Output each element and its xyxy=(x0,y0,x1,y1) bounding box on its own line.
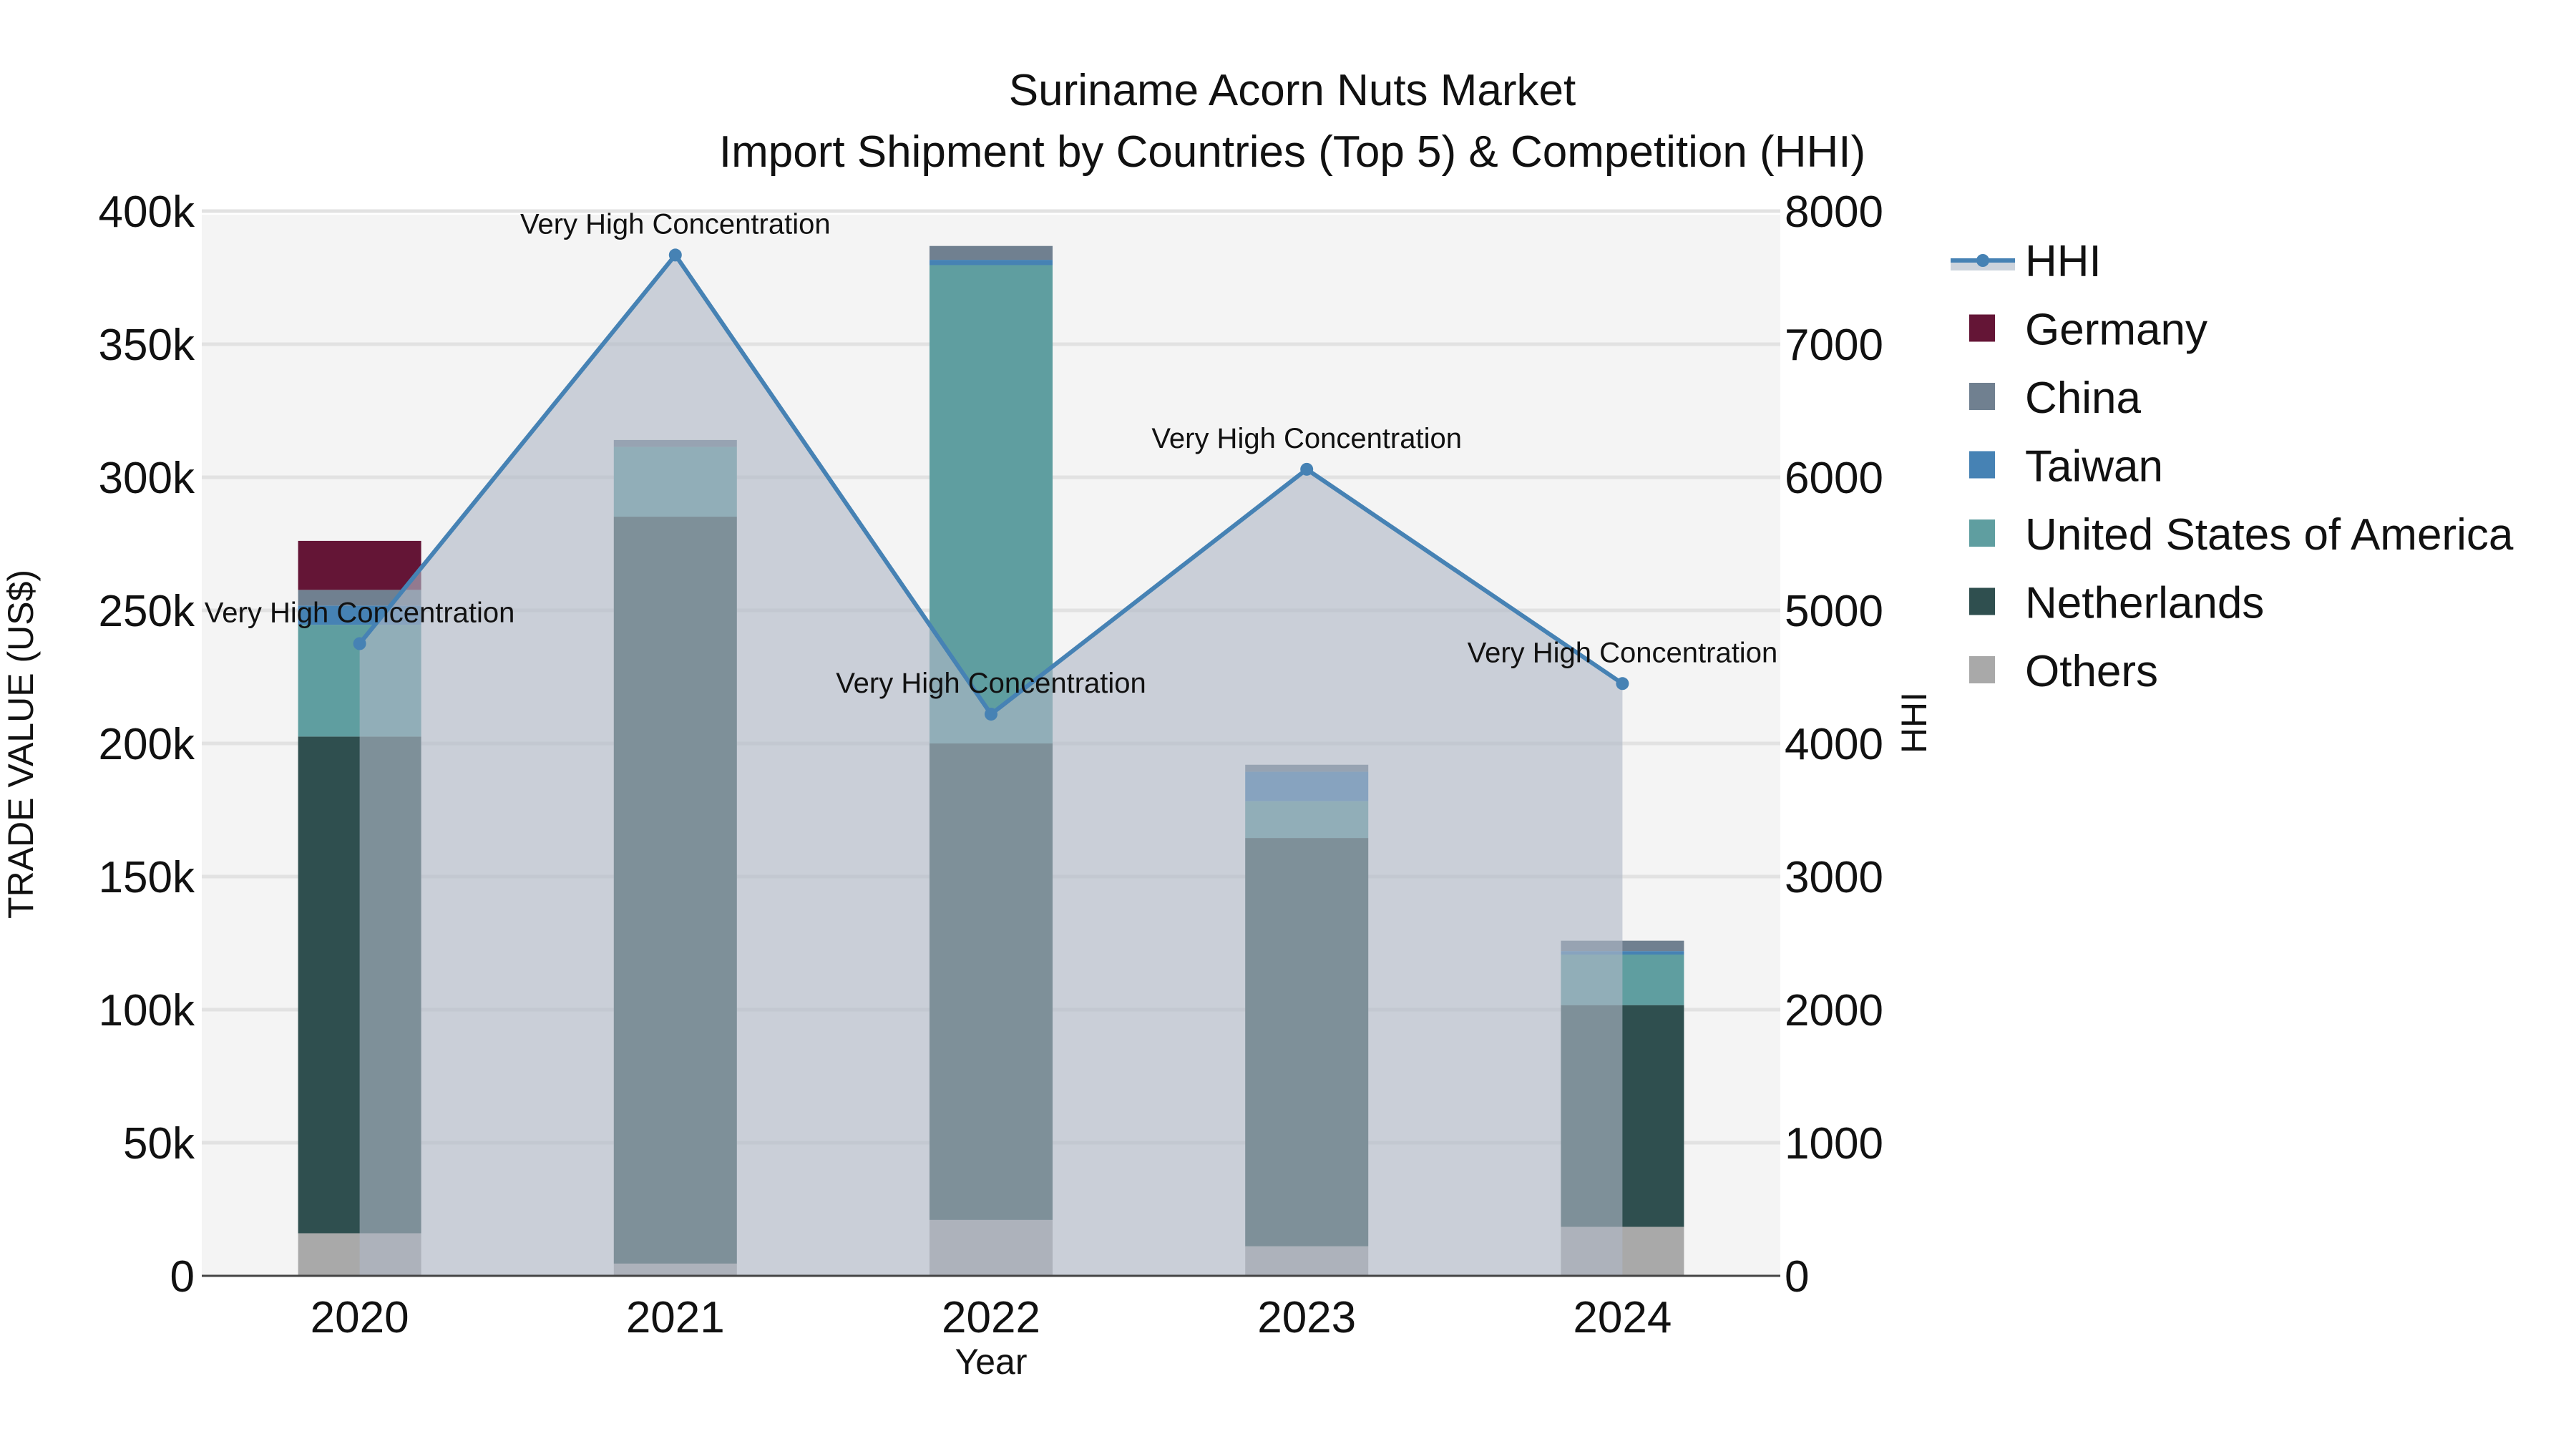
legend-label: Netherlands xyxy=(2025,579,2264,628)
x-tick-label: 2024 xyxy=(1573,1293,1672,1342)
y-left-tick-label: 200k xyxy=(99,720,195,769)
y-axis-right-title: HHI xyxy=(1894,692,1934,753)
chart-subtitle: Import Shipment by Countries (Top 5) & C… xyxy=(718,127,1866,177)
bar-segment[interactable] xyxy=(930,245,1053,260)
y-right-tick-label: 5000 xyxy=(1785,587,1883,636)
legend-item-united-states-of-america[interactable]: United States of America xyxy=(1969,510,2514,560)
legend-swatch-icon xyxy=(1969,314,1995,342)
hhi-annotation: Very High Concentration xyxy=(520,208,831,240)
x-tick-label: 2023 xyxy=(1257,1293,1356,1342)
hhi-annotation: Very High Concentration xyxy=(205,597,515,629)
y-axis-right-ticks: 0 1000 2000 3000 4000 5000 6000 7000 8000 xyxy=(1785,187,1883,1302)
legend-label: Germany xyxy=(2025,306,2207,355)
legend-item-hhi[interactable]: HHI xyxy=(1951,237,2102,286)
legend-swatch-icon xyxy=(1969,451,1995,479)
hhi-annotation: Very High Concentration xyxy=(836,668,1146,699)
y-right-tick-label: 7000 xyxy=(1785,321,1883,370)
y-axis-left-title: TRADE VALUE (US$) xyxy=(1,570,41,919)
y-left-tick-label: 0 xyxy=(170,1252,195,1302)
legend-label: China xyxy=(2025,374,2142,423)
legend-swatch-icon xyxy=(1969,383,1995,410)
hhi-point[interactable] xyxy=(1300,462,1314,476)
legend-item-others[interactable]: Others xyxy=(1969,647,2158,696)
hhi-legend-marker-icon xyxy=(1976,254,1989,267)
legend-label: United States of America xyxy=(2025,510,2514,560)
y-left-tick-label: 150k xyxy=(99,853,195,902)
y-left-tick-label: 100k xyxy=(99,986,195,1035)
legend-swatch-icon xyxy=(1969,656,1995,683)
y-left-tick-label: 350k xyxy=(99,321,195,370)
x-tick-label: 2022 xyxy=(942,1293,1040,1342)
y-left-tick-label: 250k xyxy=(99,587,195,636)
x-axis-title: Year xyxy=(955,1342,1027,1382)
bar-segment[interactable] xyxy=(298,590,421,606)
y-axis-left-ticks: 0 50k 100k 150k 200k 250k 300k 350k 400k xyxy=(99,187,195,1302)
legend-item-taiwan[interactable]: Taiwan xyxy=(1969,442,2163,492)
legend-label: Taiwan xyxy=(2025,442,2163,492)
hhi-annotation: Very High Concentration xyxy=(1151,423,1462,454)
y-right-tick-label: 4000 xyxy=(1785,720,1883,769)
legend-swatch-icon xyxy=(1969,587,1995,615)
x-tick-label: 2021 xyxy=(626,1293,725,1342)
y-right-tick-label: 0 xyxy=(1785,1252,1809,1302)
legend-item-germany[interactable]: Germany xyxy=(1969,306,2207,355)
hhi-area xyxy=(359,255,1623,1276)
hhi-line: Very High Concentration Very High Concent… xyxy=(205,208,1777,1276)
x-axis-ticks: 2020 2021 2022 2023 2024 xyxy=(311,1293,1672,1342)
y-left-tick-label: 300k xyxy=(99,454,195,503)
legend: HHI Germany China Taiwan United States of Am… xyxy=(1951,237,2514,696)
y-right-tick-label: 1000 xyxy=(1785,1119,1883,1169)
hhi-point[interactable] xyxy=(353,637,366,650)
legend-label: HHI xyxy=(2025,237,2102,286)
y-right-tick-label: 8000 xyxy=(1785,187,1883,237)
y-right-tick-label: 2000 xyxy=(1785,986,1883,1035)
hhi-point[interactable] xyxy=(1616,677,1629,691)
legend-item-china[interactable]: China xyxy=(1969,374,2142,423)
x-tick-label: 2020 xyxy=(311,1293,409,1342)
bar-segment[interactable] xyxy=(298,540,421,590)
chart-title: Suriname Acorn Nuts Market xyxy=(1008,66,1576,115)
y-left-tick-label: 50k xyxy=(123,1119,195,1169)
hhi-annotation: Very High Concentration xyxy=(1468,637,1778,668)
y-right-tick-label: 6000 xyxy=(1785,454,1883,503)
y-right-tick-label: 3000 xyxy=(1785,853,1883,902)
legend-swatch-icon xyxy=(1969,519,1995,547)
hhi-point[interactable] xyxy=(985,708,997,721)
hhi-point[interactable] xyxy=(668,248,682,262)
legend-item-netherlands[interactable]: Netherlands xyxy=(1969,579,2264,628)
y-left-tick-label: 400k xyxy=(99,187,195,237)
legend-label: Others xyxy=(2025,647,2158,696)
bar-segment[interactable] xyxy=(930,260,1053,265)
